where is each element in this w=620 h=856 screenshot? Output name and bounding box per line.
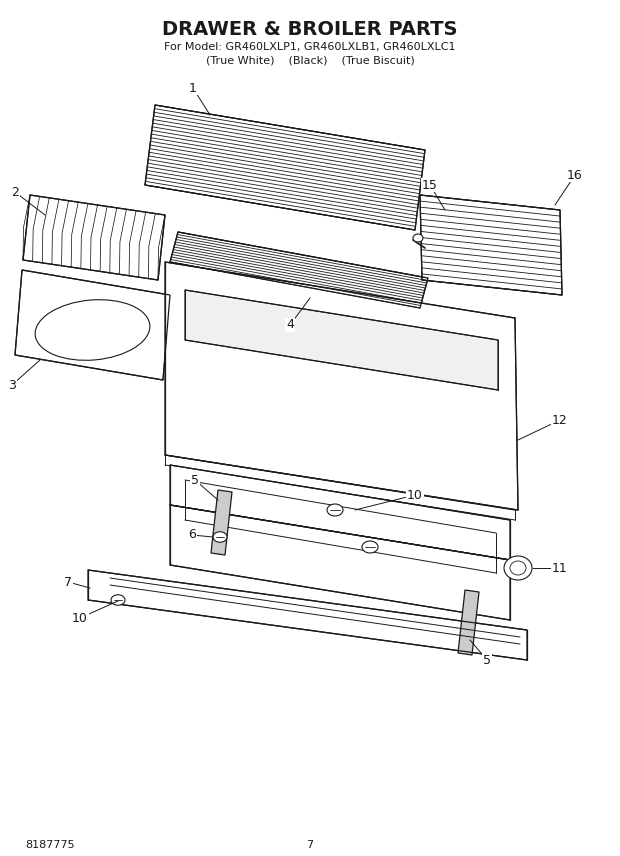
Text: 5: 5 [483,653,491,667]
Polygon shape [211,490,232,555]
Polygon shape [88,570,527,660]
Text: 3: 3 [8,378,16,391]
Text: For Model: GR460LXLP1, GR460LXLB1, GR460LXLC1: For Model: GR460LXLP1, GR460LXLB1, GR460… [164,42,456,52]
Polygon shape [145,105,425,230]
Ellipse shape [362,541,378,553]
Text: 15: 15 [422,179,438,192]
Ellipse shape [504,556,532,580]
Polygon shape [420,195,562,295]
Text: DRAWER & BROILER PARTS: DRAWER & BROILER PARTS [162,20,458,39]
Text: 7: 7 [306,840,314,850]
Polygon shape [458,590,479,655]
Text: 10: 10 [407,489,423,502]
Ellipse shape [213,532,227,542]
Text: 12: 12 [552,413,568,426]
Text: (True White)    (Black)    (True Biscuit): (True White) (Black) (True Biscuit) [206,55,414,65]
Text: 2: 2 [11,186,19,199]
Text: 11: 11 [552,562,568,574]
Text: eReplacementParts.com: eReplacementParts.com [234,524,386,537]
Ellipse shape [327,504,343,516]
Ellipse shape [510,561,526,575]
Text: 5: 5 [191,473,199,486]
Text: 4: 4 [286,318,294,331]
Ellipse shape [111,595,125,605]
Polygon shape [185,290,498,390]
Polygon shape [170,465,510,560]
Text: 10: 10 [72,611,88,625]
Text: 7: 7 [64,575,72,589]
Ellipse shape [413,234,423,242]
Polygon shape [165,262,518,510]
Polygon shape [170,232,428,308]
Text: 8187775: 8187775 [25,840,74,850]
Text: 16: 16 [567,169,583,181]
Text: 6: 6 [188,528,196,542]
Text: 1: 1 [189,81,197,94]
Polygon shape [23,195,165,280]
Polygon shape [15,270,170,380]
Polygon shape [170,505,510,620]
